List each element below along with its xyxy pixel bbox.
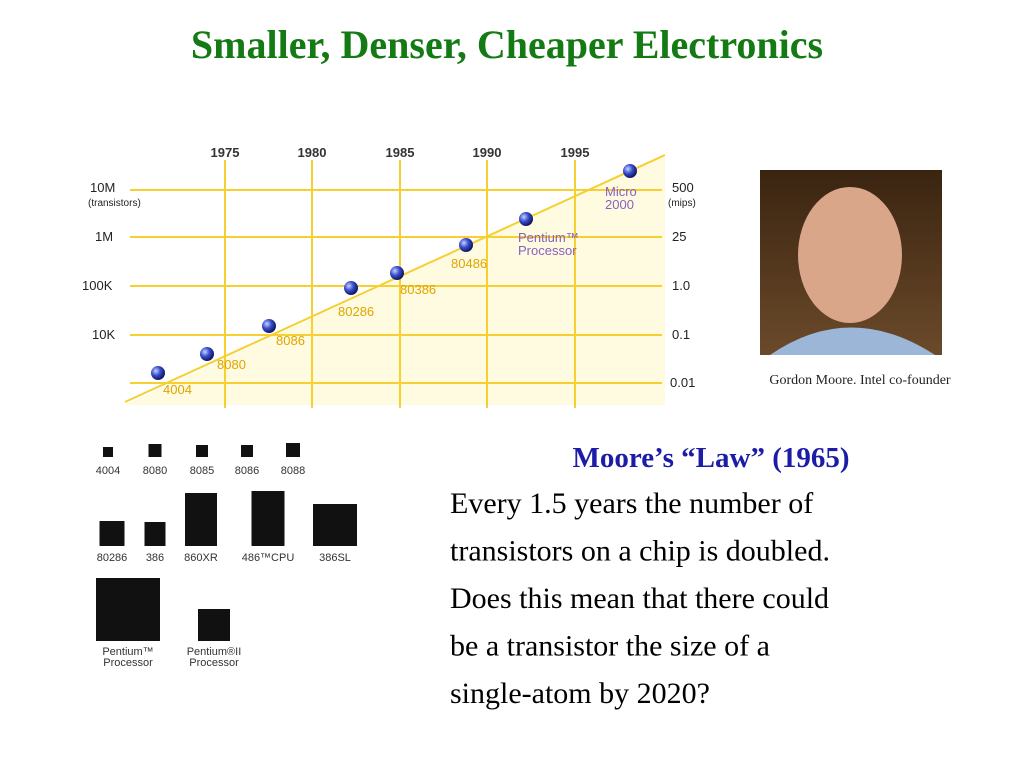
portrait-face xyxy=(798,187,902,323)
moore-diagram xyxy=(124,154,666,405)
text-line: Does this mean that there could xyxy=(450,582,829,615)
chip-label: Processor xyxy=(103,657,153,669)
chip xyxy=(99,521,125,546)
year-label: 1975 xyxy=(211,145,240,160)
left-axis-label: 100K xyxy=(82,278,113,293)
chip xyxy=(241,445,253,457)
text-line: Every 1.5 years the number of xyxy=(450,487,813,520)
processor-point xyxy=(623,164,637,178)
left-axis-label: 10M xyxy=(90,180,115,195)
processor-label: Micro xyxy=(605,184,637,199)
text-line: transistors on a chip is doubled. xyxy=(450,535,830,568)
chip-label: 8080 xyxy=(143,465,167,477)
processor-point xyxy=(200,347,214,361)
processor-label: 4004 xyxy=(163,382,192,397)
right-axis-label: 500 xyxy=(672,180,694,195)
slide-title: Smaller, Denser, Cheaper Electronics xyxy=(191,22,823,67)
chip-label: 386 xyxy=(146,552,164,564)
chip-label: 8086 xyxy=(235,465,259,477)
year-label: 1985 xyxy=(386,145,415,160)
right-axis-label: 25 xyxy=(672,229,686,244)
chip xyxy=(313,504,357,546)
processor-point xyxy=(344,281,358,295)
left-axis-label: 10K xyxy=(92,327,115,342)
processor-label: 80386 xyxy=(400,282,436,297)
chip xyxy=(148,444,162,457)
processor-point xyxy=(519,212,533,226)
year-label: 1995 xyxy=(561,145,590,160)
chip-label: 486™CPU xyxy=(242,552,295,564)
processor-label: 80286 xyxy=(338,304,374,319)
chip xyxy=(286,443,300,457)
right-axis-label: 0.01 xyxy=(670,375,695,390)
text-heading: Moore’s “Law” (1965) xyxy=(572,442,849,474)
chip-label: Pentium®II xyxy=(187,646,242,658)
processor-point xyxy=(459,238,473,252)
chip xyxy=(196,445,208,457)
chip xyxy=(144,522,166,546)
chip-label: 386SL xyxy=(319,552,351,564)
processor-label: Processor xyxy=(518,243,577,258)
chip xyxy=(251,491,285,546)
chip-label: Pentium™ xyxy=(102,646,153,658)
left-axis-label: (transistors) xyxy=(88,198,141,209)
right-axis-label: 1.0 xyxy=(672,278,690,293)
photo-caption: Gordon Moore. Intel co-founder xyxy=(769,373,951,388)
text-line: be a transistor the size of a xyxy=(450,630,770,663)
text-line: single-atom by 2020? xyxy=(450,677,710,710)
chip-label: 860XR xyxy=(184,552,218,564)
chip-label: 80286 xyxy=(97,552,128,564)
year-label: 1980 xyxy=(298,145,327,160)
chip xyxy=(198,609,230,641)
left-axis-label: 1M xyxy=(95,229,113,244)
portrait-shirt xyxy=(770,327,935,355)
chip xyxy=(103,447,113,457)
right-axis-label: 0.1 xyxy=(672,327,690,342)
chip-label: 8085 xyxy=(190,465,214,477)
right-axis-label: (mips) xyxy=(668,198,696,209)
processor-label: 8080 xyxy=(217,357,246,372)
processor-label: Pentium™ xyxy=(518,230,579,245)
processor-label: 80486 xyxy=(451,256,487,271)
chip-label: 8088 xyxy=(281,465,305,477)
processor-label: 8086 xyxy=(276,333,305,348)
chip xyxy=(96,578,160,641)
processor-label: 2000 xyxy=(605,197,634,212)
year-label: 1990 xyxy=(473,145,502,160)
chip-label: Processor xyxy=(189,657,239,669)
chip xyxy=(185,493,217,546)
chip-label: 4004 xyxy=(96,465,120,477)
processor-point xyxy=(151,366,165,380)
processor-point xyxy=(262,319,276,333)
processor-point xyxy=(390,266,404,280)
